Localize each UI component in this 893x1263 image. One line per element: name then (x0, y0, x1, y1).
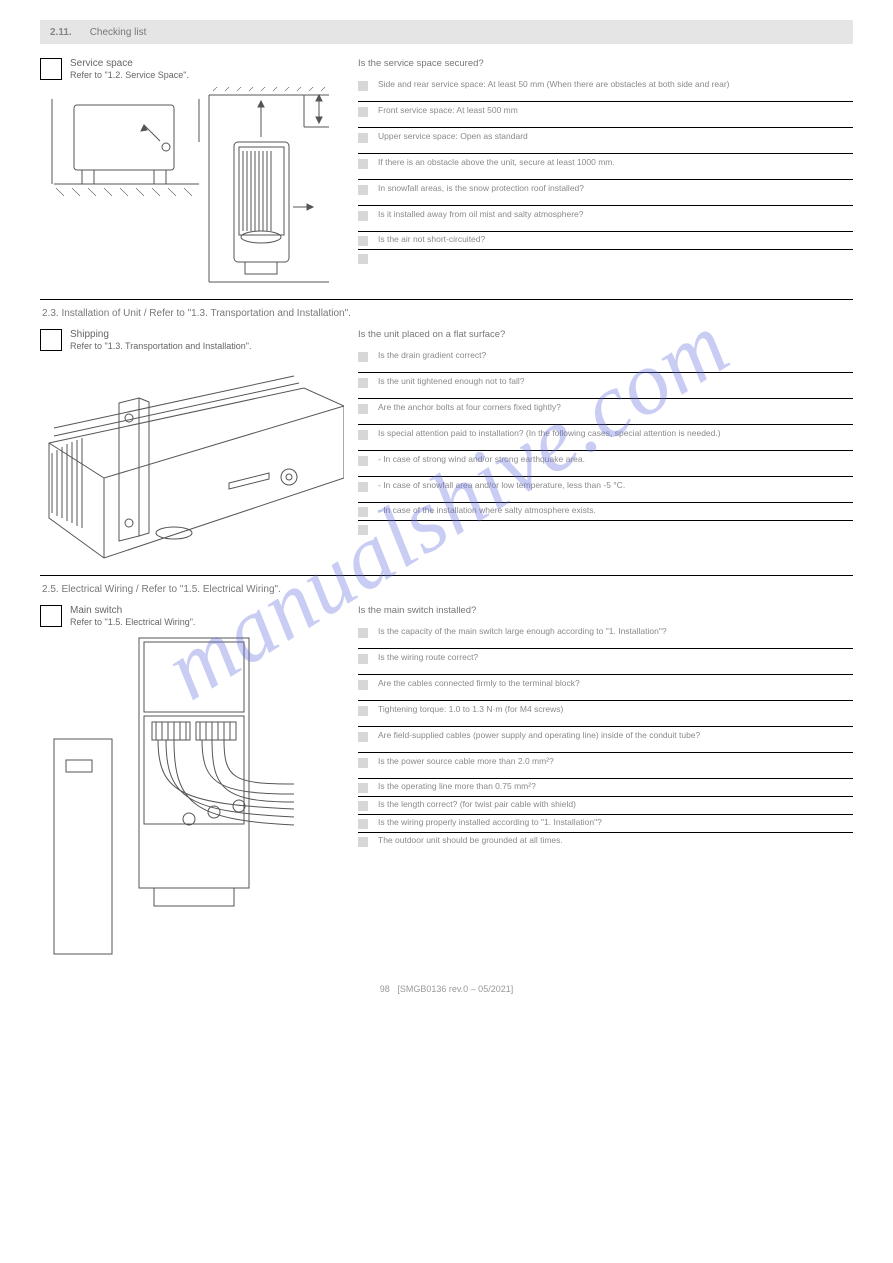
checklist-item: In snowfall areas, is the snow protectio… (378, 183, 584, 194)
check-square[interactable] (358, 81, 368, 91)
step2-heading: Shipping (70, 329, 252, 341)
checklist-item: Is special attention paid to installatio… (378, 428, 721, 439)
step-checkbox-2[interactable] (40, 329, 62, 351)
check-square[interactable] (358, 430, 368, 440)
section3-right-title: Is the main switch installed? (358, 605, 853, 617)
checklist-item: Side and rear service space: At least 50… (378, 79, 730, 90)
page-footer: 98 [SMGB0136 rev.0 – 05/2021] (40, 984, 853, 994)
checklist-item: - In case of strong wind and/or strong e… (378, 454, 585, 465)
checklist-item: Is the operating line more than 0.75 mm²… (378, 781, 536, 792)
page-number: 98 (380, 984, 390, 994)
header-title: Checking list (90, 27, 147, 38)
section1-right-title: Is the service space secured? (358, 58, 853, 70)
checklist-item: Is it installed away from oil mist and s… (378, 209, 584, 220)
checklist-item: Are the cables connected firmly to the t… (378, 678, 580, 689)
check-square[interactable] (358, 159, 368, 169)
check-square[interactable] (358, 185, 368, 195)
header-code: 2.11. (50, 27, 72, 38)
checklist-item: Is the power source cable more than 2.0 … (378, 756, 554, 767)
check-square[interactable] (358, 525, 368, 535)
check-square[interactable] (358, 352, 368, 362)
doc-reference: [SMGB0136 rev.0 – 05/2021] (397, 984, 513, 994)
check-square[interactable] (358, 236, 368, 246)
checklist-item: Is the drain gradient correct? (378, 350, 486, 361)
check-square[interactable] (358, 378, 368, 388)
checklist-item: Is the wiring route correct? (378, 652, 478, 663)
check-square[interactable] (358, 801, 368, 811)
step1-heading: Service space (70, 58, 189, 70)
check-square[interactable] (358, 783, 368, 793)
section-electrical: Main switch Refer to "1.5. Electrical Wi… (40, 605, 853, 964)
figure-mounting-bracket (44, 358, 350, 563)
step3-heading: Main switch (70, 605, 195, 617)
step2-subheading: Refer to "1.3. Transportation and Instal… (70, 341, 252, 352)
figure-service-space (44, 87, 350, 287)
section-installation: Shipping Refer to "1.3. Transportation a… (40, 329, 853, 563)
checklist-item: Are field-supplied cables (power supply … (378, 730, 700, 741)
checklist-item: Is the length correct? (for twist pair c… (378, 799, 576, 810)
section-divider (40, 575, 853, 576)
check-square[interactable] (358, 211, 368, 221)
check-square[interactable] (358, 133, 368, 143)
check-square[interactable] (358, 819, 368, 829)
checklist-item: - In case of the installation where salt… (378, 505, 596, 516)
step-checkbox-3[interactable] (40, 605, 62, 627)
check-square[interactable] (358, 107, 368, 117)
check-square[interactable] (358, 680, 368, 690)
section-service-space: Service space Refer to "1.2. Service Spa… (40, 58, 853, 287)
section2-preheading: 2.3. Installation of Unit / Refer to "1.… (42, 308, 853, 319)
checklist-item: Are the anchor bolts at four corners fix… (378, 402, 561, 413)
section2-right-title: Is the unit placed on a flat surface? (358, 329, 853, 341)
checklist-item: Is the capacity of the main switch large… (378, 626, 667, 637)
checklist-item: - In case of snowfall area and/or low te… (378, 480, 625, 491)
check-square[interactable] (358, 706, 368, 716)
check-square[interactable] (358, 732, 368, 742)
section3-preheading: 2.5. Electrical Wiring / Refer to "1.5. … (42, 584, 853, 595)
checklist-item: Is the unit tightened enough not to fall… (378, 376, 525, 387)
checklist-item: Tightening torque: 1.0 to 1.3 N·m (for M… (378, 704, 563, 715)
check-square[interactable] (358, 758, 368, 768)
check-square[interactable] (358, 507, 368, 517)
check-square[interactable] (358, 837, 368, 847)
checklist-item: Is the air not short-circuited? (378, 234, 485, 245)
checklist-item: The outdoor unit should be grounded at a… (378, 835, 563, 846)
check-square[interactable] (358, 628, 368, 638)
checklist-item: Is the wiring properly installed accordi… (378, 817, 602, 828)
checklist-item: If there is an obstacle above the unit, … (378, 157, 615, 168)
step1-subheading: Refer to "1.2. Service Space". (70, 70, 189, 81)
checklist-item: Front service space: At least 500 mm (378, 105, 518, 116)
section-divider (40, 299, 853, 300)
check-square[interactable] (358, 482, 368, 492)
checklist-item: Upper service space: Open as standard (378, 131, 528, 142)
check-square[interactable] (358, 254, 368, 264)
step-checkbox-1[interactable] (40, 58, 62, 80)
step3-subheading: Refer to "1.5. Electrical Wiring". (70, 617, 195, 628)
check-square[interactable] (358, 654, 368, 664)
header-bar: 2.11. Checking list (40, 20, 853, 44)
figure-electrical-panel (44, 634, 350, 964)
check-square[interactable] (358, 456, 368, 466)
check-square[interactable] (358, 404, 368, 414)
